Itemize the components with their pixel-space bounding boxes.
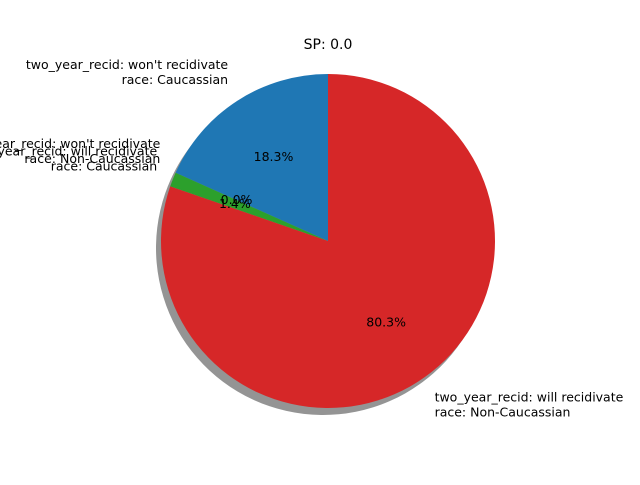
slice-labels: two_year_recid: won't recidivate race: Ca… [0, 57, 624, 420]
slice-percent-two-year-recid-will-recidivate-race-non-caucassian: 80.3% [366, 315, 406, 330]
slice-label-line: two_year_recid: will recidivate [435, 390, 624, 405]
chart-title: SP: 0.0 [304, 37, 353, 53]
slice-label-line: two_year_recid: will recidivate [0, 143, 157, 158]
pie-slice-two-year-recid-will-recidivate-race-caucassian [170, 172, 328, 241]
slice-label-two-year-recid-won-t-recidivate-race-caucassian: two_year_recid: won't recidivate race: Ca… [26, 57, 229, 87]
slice-label-two-year-recid-will-recidivate-race-non-caucassian: two_year_recid: will recidivate race: Non… [435, 390, 624, 420]
slice-percent-two-year-recid-won-t-recidivate-race-caucassian: 18.3% [254, 149, 294, 164]
slice-label-line: race: Non-Caucassian [435, 405, 571, 420]
slice-label-line: race: Non-Caucassian [24, 151, 160, 166]
slice-label-line: two_year_recid: won't recidivate [0, 136, 161, 151]
slice-percent-two-year-recid-will-recidivate-race-caucassian: 1.4% [219, 196, 251, 211]
pie-slice-two-year-recid-will-recidivate-race-non-caucassian [161, 74, 496, 408]
slice-label-line: race: Caucassian [122, 72, 228, 87]
pie-slice-two-year-recid-won-t-recidivate-race-caucassian [175, 74, 328, 241]
slice-label-line: two_year_recid: won't recidivate [26, 57, 229, 72]
slice-label-line: race: Caucassian [51, 158, 157, 173]
slice-percent-two-year-recid-won-t-recidivate-race-non-caucassian: 0.0% [221, 192, 253, 207]
pie-slices [161, 74, 496, 408]
slice-percent-labels: 18.3% 0.0%1.4% 80.3% [219, 149, 406, 330]
